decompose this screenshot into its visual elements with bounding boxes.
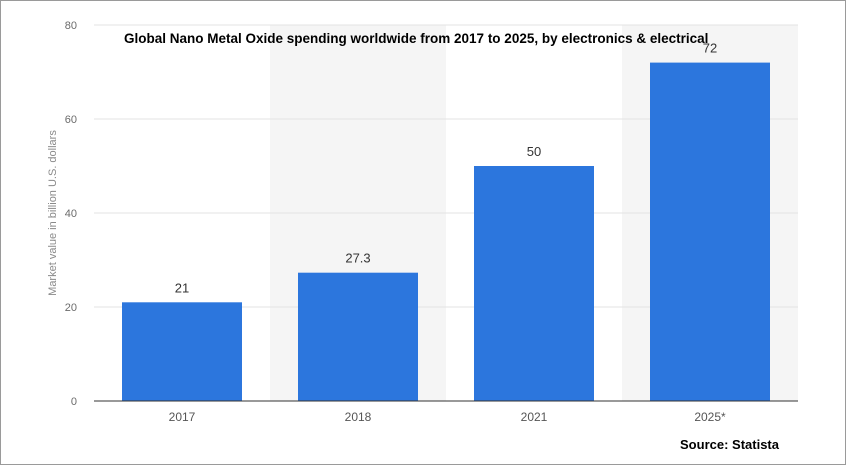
bar-2021 — [474, 166, 594, 401]
y-axis-title: Market value in billion U.S. dollars — [47, 130, 59, 296]
y-tick-label: 60 — [65, 114, 77, 126]
bar-2025 — [650, 62, 770, 401]
x-tick-label: 2025* — [694, 410, 726, 424]
data-label: 72 — [703, 41, 717, 56]
x-tick-labels: 2017 2018 2021 2025* — [169, 410, 726, 424]
bar-2018 — [298, 272, 418, 401]
data-labels: 21 27.3 50 72 — [175, 41, 717, 296]
bars — [122, 62, 770, 401]
y-tick-label: 20 — [65, 302, 77, 314]
x-tick-label: 2017 — [169, 410, 196, 424]
y-tick-label: 0 — [71, 396, 77, 408]
data-label: 27.3 — [345, 251, 370, 266]
y-tick-labels: 0 20 40 60 80 — [65, 20, 77, 408]
chart-title: Global Nano Metal Oxide spending worldwi… — [124, 31, 708, 46]
data-label: 50 — [527, 144, 541, 159]
bar-2017 — [122, 302, 242, 401]
data-label: 21 — [175, 280, 189, 295]
source-label: Source: Statista — [680, 437, 780, 452]
x-tick-label: 2021 — [521, 410, 548, 424]
y-tick-label: 40 — [65, 208, 77, 220]
x-tick-label: 2018 — [345, 410, 372, 424]
y-tick-label: 80 — [65, 20, 77, 32]
